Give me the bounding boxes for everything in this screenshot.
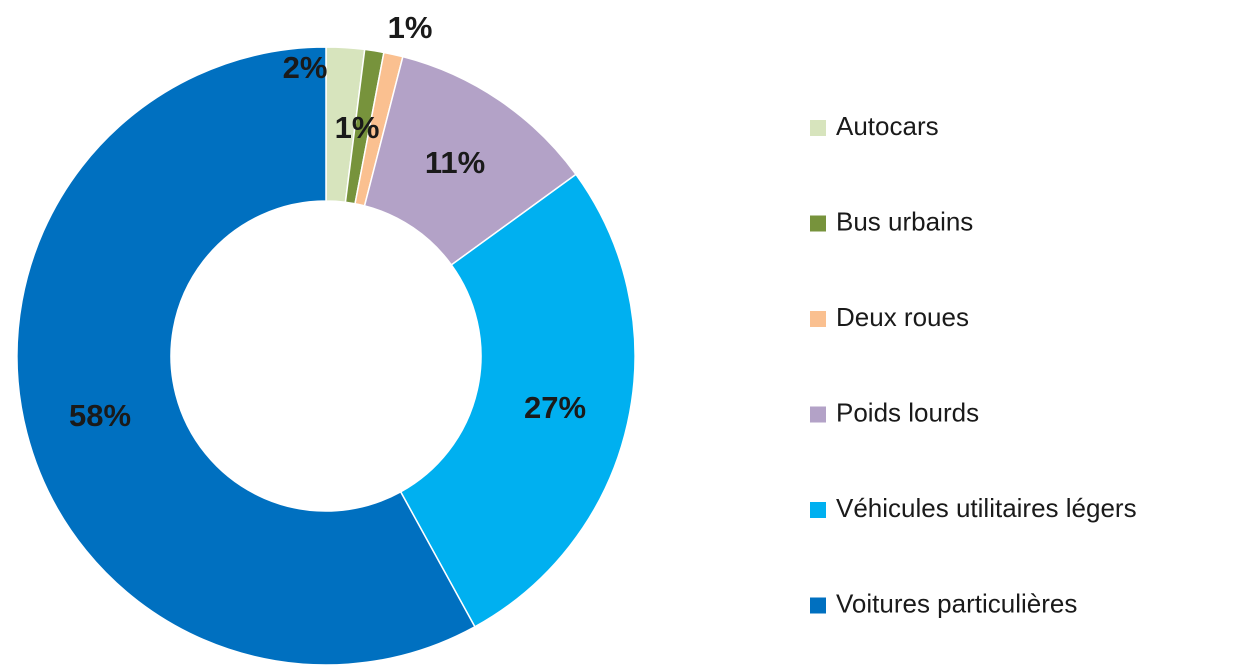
legend-label: Voitures particulières: [836, 588, 1077, 618]
donut-slice: [16, 46, 476, 666]
donut-slice: [399, 173, 636, 628]
legend-label: Deux roues: [836, 302, 969, 332]
legend-swatch: [810, 215, 826, 232]
legend-swatch: [810, 502, 826, 518]
data-label: 2%: [283, 50, 328, 85]
data-label: 11%: [425, 145, 485, 180]
data-label: 58%: [69, 398, 131, 433]
legend-label: Bus urbains: [836, 206, 973, 236]
legend-label: Poids lourds: [836, 397, 979, 427]
legend-label: Autocars: [836, 111, 939, 141]
legend-label: Véhicules utilitaires légers: [836, 493, 1137, 523]
legend-swatch: [810, 597, 826, 614]
data-label: 1%: [335, 110, 380, 145]
legend-swatch: [810, 311, 826, 327]
legend-swatch: [810, 406, 826, 423]
legend-swatch: [810, 120, 826, 136]
data-label: 27%: [524, 390, 586, 425]
data-label: 1%: [388, 10, 433, 45]
